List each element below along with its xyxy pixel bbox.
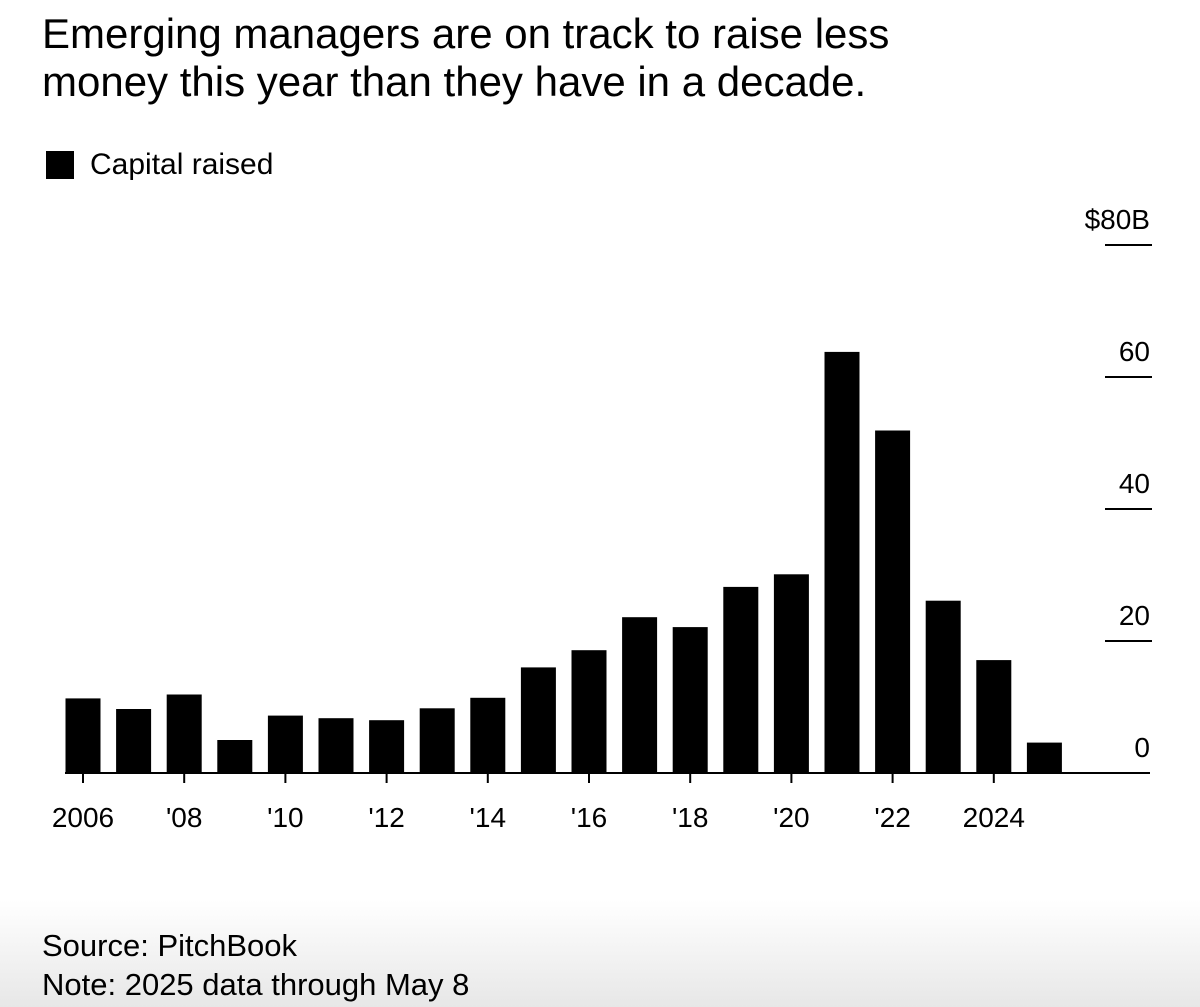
y-tick-label-60: 60: [1119, 336, 1150, 367]
bar-2020: [773, 574, 809, 773]
bar-2022: [875, 430, 911, 773]
chart-title: Emerging managers are on track to raise …: [42, 10, 1122, 106]
bar-2025: [1026, 742, 1062, 773]
y-tick-label-0: 0: [1134, 732, 1150, 763]
chart-title-line-2: money this year than they have in a deca…: [42, 58, 867, 105]
y-tick-label-40: 40: [1119, 468, 1150, 499]
x-tick-label-2006: 2006: [52, 802, 114, 833]
bar-2015: [520, 667, 556, 773]
chart-title-line-1: Emerging managers are on track to raise …: [42, 10, 890, 57]
legend-label: Capital raised: [90, 148, 274, 181]
x-tick-label-2014: '14: [470, 802, 507, 833]
x-tick-label-2010: '10: [267, 802, 304, 833]
x-tick-label-2024: 2024: [963, 802, 1025, 833]
bar-2023: [925, 600, 961, 773]
data-note: Note: 2025 data through May 8: [42, 967, 470, 1002]
bar-2011: [318, 718, 354, 773]
x-tick-label-2016: '16: [571, 802, 608, 833]
bar-2010: [267, 715, 303, 773]
x-tick-label-2012: '12: [368, 802, 405, 833]
x-tick-label-2020: '20: [773, 802, 810, 833]
bar-2008: [166, 694, 202, 773]
x-tick-label-2018: '18: [672, 802, 709, 833]
bar-2016: [571, 650, 607, 773]
legend: Capital raised: [46, 148, 273, 182]
bar-2018: [672, 627, 708, 773]
bar-2013: [419, 708, 455, 773]
bar-2014: [470, 697, 506, 773]
bar-2017: [622, 617, 658, 773]
y-tick-label-20: 20: [1119, 600, 1150, 631]
bar-2009: [217, 740, 253, 773]
bar-2024: [976, 660, 1012, 773]
bar-2012: [369, 720, 405, 773]
bar-2007: [116, 709, 152, 773]
bar-2006: [65, 698, 101, 773]
bar-chart: 2006 '08 '10 '12 '14 '16 '18 '20 '22 2024 $80B 60 40…: [52, 204, 1152, 833]
y-tick-label-80: $80B: [1085, 204, 1150, 235]
legend-swatch: [46, 151, 74, 179]
x-tick-label-2022: '22: [874, 802, 911, 833]
footer-background: [0, 900, 1200, 1007]
bar-2021: [824, 351, 860, 773]
x-tick-label-2008: '08: [166, 802, 203, 833]
bar-2019: [723, 586, 759, 773]
chart-footer: Source: PitchBook Note: 2025 data throug…: [42, 926, 469, 1004]
source-note: Source: PitchBook: [42, 928, 298, 963]
